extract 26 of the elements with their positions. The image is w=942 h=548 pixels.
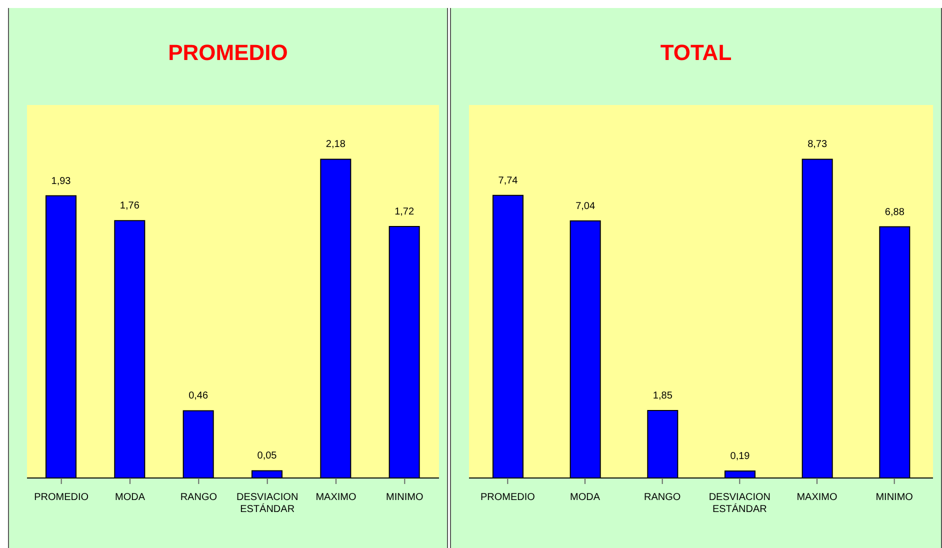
x-tick-label: MINIMO [876, 492, 914, 503]
data-label: 0,05 [257, 450, 278, 462]
x-tick-label: RANGO [644, 492, 681, 503]
data-label: 1,72 [394, 206, 414, 218]
data-label: 7,04 [576, 200, 596, 212]
chart-title: PROMEDIO [167, 40, 289, 66]
x-tick-label: MODA [570, 492, 600, 503]
data-label: 7,74 [498, 175, 518, 186]
data-label: 1,76 [120, 200, 140, 212]
x-tick-label: MINIMO [386, 492, 424, 503]
data-label: 0,46 [188, 390, 208, 402]
data-label: 0,19 [730, 451, 750, 462]
data-label: 8,73 [808, 139, 828, 150]
x-tick-label: PROMEDIO [480, 492, 536, 503]
data-label: 2,18 [326, 139, 346, 150]
x-tick-label: MODA [115, 492, 146, 503]
x-tick-label: RANGO [180, 492, 218, 503]
x-tick-label: DESVIACION ESTÁNDAR [708, 492, 771, 515]
x-tick-label: MAXIMO [796, 492, 838, 503]
x-tick-label: DESVIACION ESTÁNDAR [236, 492, 298, 515]
x-tick-label: MAXIMO [316, 492, 356, 503]
data-label: 1,93 [51, 176, 72, 187]
data-label: 6,88 [884, 206, 905, 218]
chart-title: TOTAL [659, 40, 733, 66]
data-label: 1,85 [652, 390, 673, 402]
x-tick-label: PROMEDIO [34, 492, 89, 503]
